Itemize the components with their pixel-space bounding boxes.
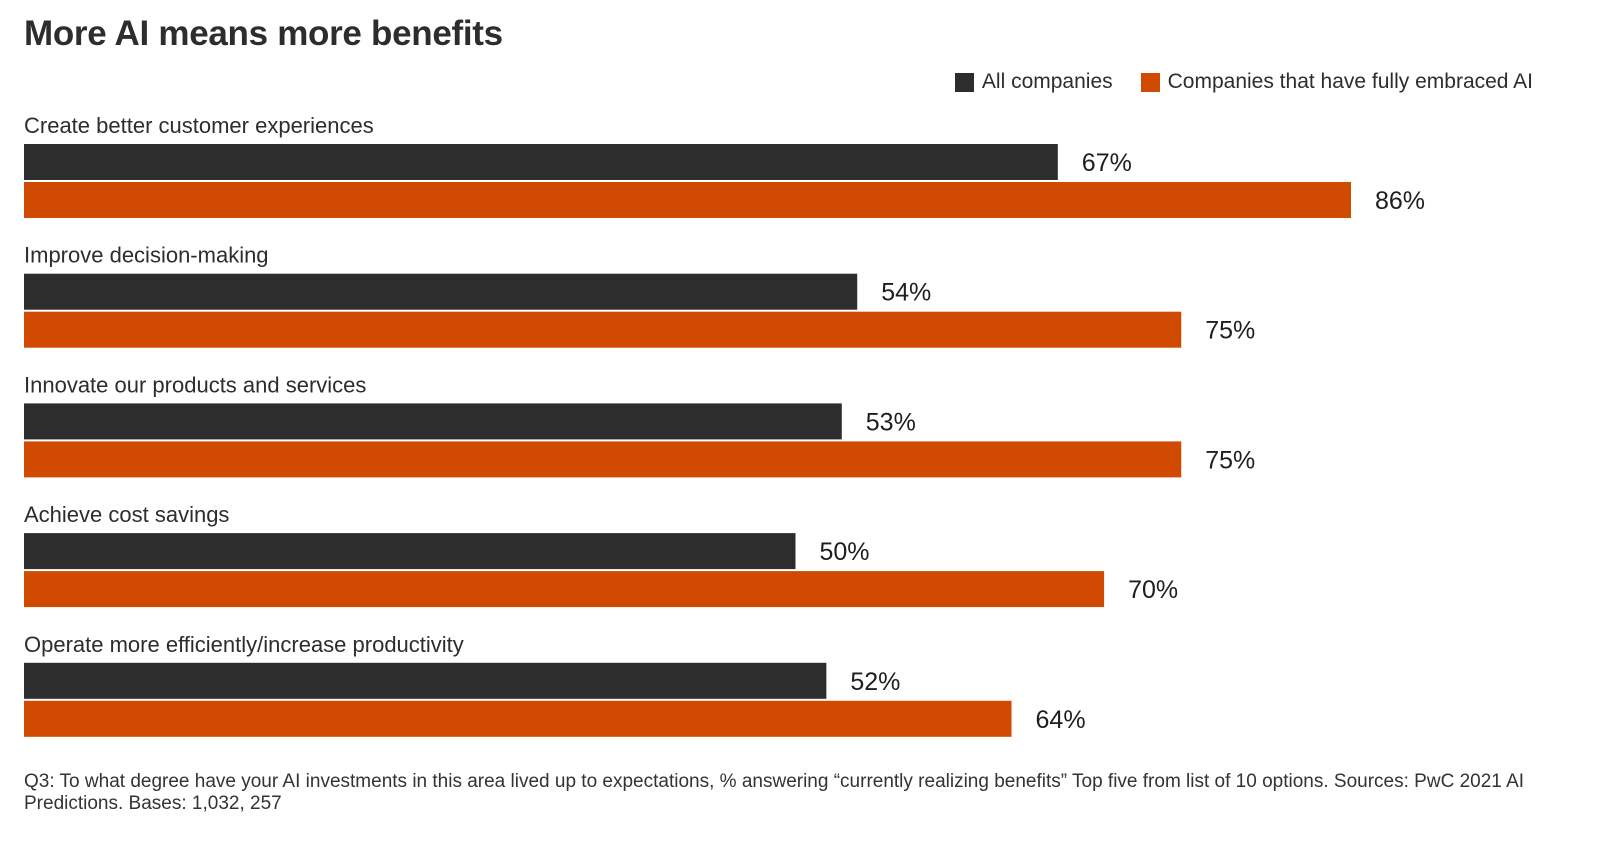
bar-chart: Create better customer experiences 67% 86%… — [24, 113, 1425, 737]
data-label: 64% — [1036, 706, 1086, 734]
legend-swatch-fully-embraced — [1140, 72, 1160, 92]
legend-label-all-companies: All companies — [981, 70, 1113, 93]
bar-fully-embraced — [24, 311, 1182, 348]
data-label: 70% — [1128, 576, 1178, 604]
data-label: 75% — [1205, 446, 1255, 474]
data-label: 86% — [1375, 187, 1425, 215]
data-label: 54% — [881, 279, 931, 307]
footnote: Q3: To what degree have your AI investme… — [24, 771, 1525, 814]
legend-swatch-all-companies — [954, 72, 974, 92]
legend-item-fully-embraced: Companies that have fully embraced AI — [1140, 70, 1533, 94]
category-label: Improve decision-making — [24, 243, 269, 268]
legend-item-all-companies: All companies — [954, 70, 1113, 94]
category-label: Innovate our products and services — [24, 372, 366, 397]
data-label: 75% — [1205, 317, 1255, 345]
category-label: Create better customer experiences — [24, 113, 374, 138]
chart-title: More AI means more benefits — [24, 14, 503, 53]
data-label: 50% — [820, 538, 870, 566]
bar-fully-embraced — [24, 441, 1182, 478]
category-label: Operate more efficiently/increase produc… — [24, 632, 464, 657]
bar-all-companies — [24, 273, 858, 310]
bar-all-companies — [24, 533, 796, 570]
bar-all-companies — [24, 144, 1058, 180]
bar-all-companies — [24, 403, 842, 440]
data-label: 53% — [866, 408, 916, 436]
bar-fully-embraced — [24, 700, 1012, 737]
legend-label-fully-embraced: Companies that have fully embraced AI — [1167, 70, 1533, 93]
bar-fully-embraced — [24, 182, 1351, 218]
bar-fully-embraced — [24, 571, 1105, 608]
chart-legend: All companies Companies that have fully … — [954, 70, 1533, 94]
bar-all-companies — [24, 662, 827, 699]
data-label: 52% — [850, 668, 900, 696]
category-label: Achieve cost savings — [24, 502, 229, 527]
data-label: 67% — [1082, 149, 1132, 177]
